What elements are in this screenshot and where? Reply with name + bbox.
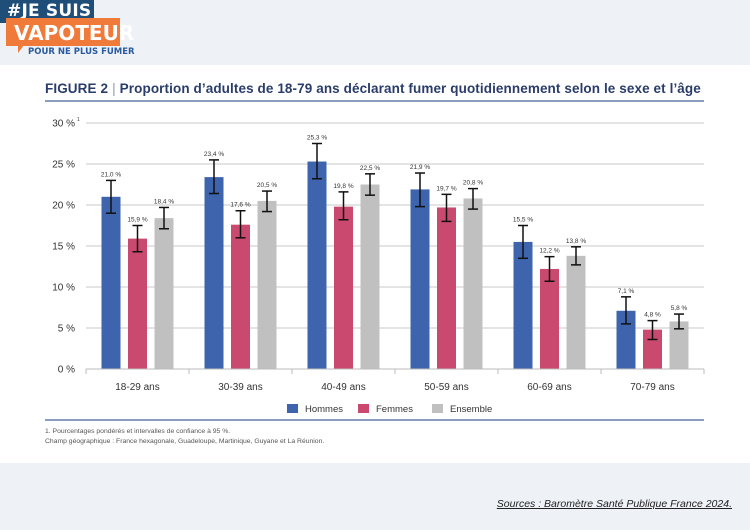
legend: Hommes Femmes Ensemble: [287, 404, 492, 415]
legend-label: Hommes: [305, 404, 343, 415]
logo-line1: #JE SUIS: [0, 0, 94, 23]
data-label: 19,7 %: [436, 185, 456, 192]
data-label: 20,5 %: [257, 182, 277, 189]
grid-lines: [86, 122, 704, 329]
sources-link[interactable]: Sources : Baromètre Santé Publique Franc…: [496, 498, 732, 510]
figure-title-text: Proportion d’adultes de 18-79 ans déclar…: [119, 81, 701, 96]
x-tick-label: 40-49 ans: [321, 382, 365, 393]
data-label: 13,8 %: [566, 238, 586, 245]
legend-item-femmes: Femmes: [358, 404, 413, 415]
title-rule: [45, 100, 704, 102]
legend-swatch: [432, 404, 443, 413]
bar-group: 21,0 % 15,9 % 18,4 %: [101, 171, 174, 369]
figure-title: FIGURE 2 | Proportion d’adultes de 18-79 a…: [45, 81, 701, 96]
bars: 21,0 % 15,9 % 18,4 % 23,4 % 17,6 % 20,5 % 25,3…: [101, 135, 689, 369]
data-label: 21,9 %: [410, 164, 430, 171]
bar-group: 23,4 % 17,6 % 20,5 %: [204, 151, 277, 369]
title-separator: |: [112, 81, 116, 96]
data-label: 15,9 %: [127, 217, 147, 224]
logo-line2: VAPOTEUR: [6, 18, 134, 46]
y-axis: 0 % 5 % 10 % 15 % 20 % 25 % 30 % 1: [52, 117, 80, 376]
bar-ensemble: [669, 321, 689, 369]
legend-label: Femmes: [376, 404, 413, 415]
bar-femmes: [128, 238, 147, 369]
data-label: 23,4 %: [204, 151, 224, 158]
data-label: 19,8 %: [333, 183, 353, 190]
note-weights: 1. Pourcentages pondérés et intervalles …: [45, 428, 231, 435]
bar-hommes: [410, 189, 430, 369]
x-axis: 18-29 ans 30-39 ans 40-49 ans 50-59 ans 60-6…: [85, 368, 705, 393]
x-tick-label: 30-39 ans: [218, 382, 262, 393]
bar-group: 25,3 % 19,8 % 22,5 %: [307, 135, 380, 369]
x-tick-label: 50-59 ans: [424, 382, 468, 393]
figure-label: FIGURE 2: [45, 81, 109, 96]
bar-ensemble: [154, 218, 174, 369]
y-tick-label: 20 %: [52, 201, 75, 212]
y-tick-label: 0 %: [58, 365, 75, 376]
data-label: 21,0 %: [101, 171, 121, 178]
footer-rule: [45, 419, 704, 421]
bar-femmes: [540, 268, 559, 369]
bar-ensemble: [257, 200, 277, 369]
bar-group: 21,9 % 19,7 % 20,8 %: [410, 164, 483, 369]
bar-hommes: [307, 161, 327, 369]
bar-group: 7,1 % 4,8 % 5,8 %: [616, 288, 689, 369]
bar-hommes: [101, 196, 121, 369]
y-tick-label: 25 %: [52, 160, 75, 171]
logo-tagline: POUR NE PLUS FUMER: [28, 47, 135, 57]
legend-item-ensemble: Ensemble: [432, 404, 492, 415]
chart-notes: 1. Pourcentages pondérés et intervalles …: [45, 427, 324, 447]
data-label: 15,5 %: [513, 217, 533, 224]
data-label: 22,5 %: [360, 165, 380, 172]
bar-ensemble: [360, 184, 380, 369]
bar-hommes: [616, 310, 636, 369]
data-label: 4,8 %: [644, 312, 661, 319]
data-label: 20,8 %: [463, 180, 483, 187]
speech-tail-icon: [18, 45, 30, 53]
footnote-marker: 1: [77, 117, 80, 123]
data-label: 18,4 %: [154, 198, 174, 205]
y-tick-label: 10 %: [52, 283, 75, 294]
bar-femmes: [334, 206, 353, 369]
legend-item-hommes: Hommes: [287, 404, 343, 415]
x-tick-label: 18-29 ans: [115, 382, 159, 393]
bar-hommes: [204, 177, 224, 369]
data-label: 25,3 %: [307, 135, 327, 142]
note-geography: Champ géographique : France hexagonale, …: [45, 438, 325, 445]
data-label: 12,2 %: [539, 248, 559, 255]
legend-swatch: [287, 404, 298, 413]
legend-swatch: [358, 404, 369, 413]
bar-femmes: [231, 224, 250, 369]
bar-femmes: [437, 207, 456, 369]
x-tick-label: 60-69 ans: [527, 382, 571, 393]
y-tick-label: 5 %: [58, 324, 75, 335]
x-tick-label: 70-79 ans: [630, 382, 674, 393]
legend-label: Ensemble: [450, 404, 492, 415]
data-label: 7,1 %: [618, 288, 635, 295]
y-tick-label: 30 %: [52, 119, 75, 130]
bar-ensemble: [463, 198, 483, 369]
y-tick-label: 15 %: [52, 242, 75, 253]
bar-hommes: [513, 241, 533, 369]
data-label: 5,8 %: [671, 305, 688, 312]
bar-ensemble: [566, 255, 586, 369]
data-label: 17,6 %: [230, 202, 250, 209]
bar-group: 15,5 % 12,2 % 13,8 %: [513, 217, 586, 369]
